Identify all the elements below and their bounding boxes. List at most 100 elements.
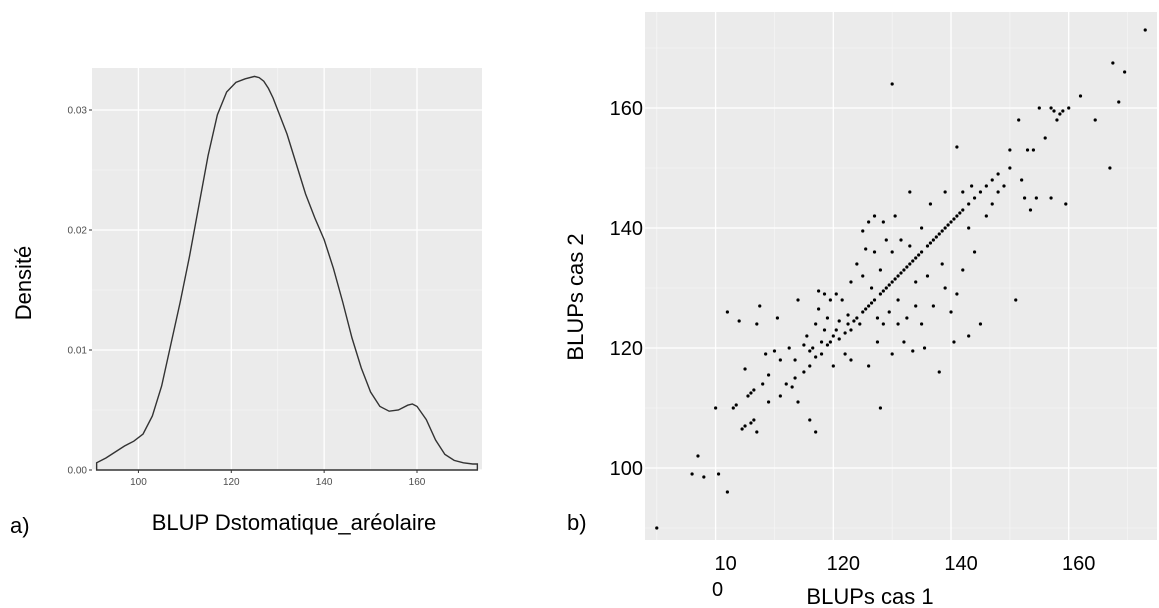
density-x-axis-title: BLUP Dstomatique_aréolaire	[152, 510, 437, 535]
scatter-point	[914, 304, 918, 308]
scatter-point	[925, 244, 930, 248]
scatter-point	[808, 349, 812, 353]
scatter-point	[890, 280, 894, 284]
scatter-point	[996, 190, 1000, 194]
scatter-point	[878, 406, 883, 410]
scatter-y-axis-title: BLUPs cas 2	[563, 233, 588, 360]
scatter-point	[1049, 196, 1053, 200]
scatter-x-tick-label: 0	[712, 579, 723, 601]
scatter-point	[931, 238, 935, 242]
scatter-point	[1078, 94, 1083, 98]
scatter-point	[834, 292, 838, 296]
scatter-x-axis-title: BLUPs cas 1	[806, 584, 933, 608]
scatter-point	[743, 424, 747, 428]
scatter-point	[1008, 166, 1012, 170]
scatter-point	[875, 316, 880, 320]
scatter-point	[919, 250, 924, 254]
scatter-point	[825, 316, 830, 320]
scatter-point	[875, 340, 880, 344]
scatter-point	[961, 190, 965, 194]
scatter-point	[714, 406, 718, 410]
scatter-point	[1058, 112, 1062, 116]
scatter-point	[961, 208, 965, 212]
density-x-tick-label: 140	[316, 477, 333, 488]
scatter-point	[696, 454, 700, 458]
scatter-point	[934, 235, 938, 239]
scatter-point	[1022, 196, 1027, 200]
density-x-tick-label: 100	[130, 477, 147, 488]
scatter-point	[884, 286, 888, 290]
scatter-point	[725, 490, 729, 494]
scatter-point	[864, 307, 868, 311]
scatter-point	[840, 298, 844, 302]
scatter-point	[893, 277, 897, 281]
scatter-point	[890, 352, 894, 356]
scatter-point	[967, 334, 971, 338]
scatter-point	[890, 250, 894, 254]
scatter-point	[761, 382, 765, 386]
scatter-point	[872, 250, 877, 254]
scatter-y-tick-label: 100	[610, 458, 643, 480]
scatter-x-tick-label: 10	[714, 553, 736, 575]
scatter-point	[755, 322, 759, 326]
scatter-point	[937, 232, 941, 236]
scatter-point	[884, 238, 888, 242]
scatter-point	[802, 343, 806, 347]
scatter-point	[702, 475, 706, 479]
scatter-point	[952, 340, 956, 344]
density-x-tick-label: 160	[409, 477, 426, 488]
scatter-point	[766, 400, 771, 404]
scatter-point	[822, 328, 827, 332]
scatter-point	[1067, 106, 1071, 110]
scatter-point	[928, 202, 933, 206]
scatter-point	[1020, 178, 1024, 182]
scatter-point	[872, 298, 877, 302]
scatter-point	[861, 229, 865, 233]
scatter-point	[908, 244, 912, 248]
density-x-tick-label: 120	[223, 477, 240, 488]
scatter-point	[1031, 148, 1036, 152]
scatter-point	[1049, 106, 1053, 110]
scatter-point	[834, 328, 838, 332]
scatter-point	[831, 364, 835, 368]
scatter-point	[855, 316, 859, 320]
scatter-point	[1117, 100, 1121, 104]
scatter-point	[896, 298, 900, 302]
scatter-point	[978, 322, 983, 326]
scatter-point	[766, 373, 771, 377]
scatter-point	[796, 298, 800, 302]
scatter-point	[914, 280, 918, 284]
density-y-tick-label: 0.03	[68, 106, 88, 117]
scatter-x-tick-label: 160	[1062, 553, 1095, 575]
scatter-point	[967, 226, 971, 230]
scatter-point	[949, 220, 953, 224]
scatter-point	[828, 340, 832, 344]
density-y-tick-label: 0.02	[68, 226, 88, 237]
density-y-tick-label: 0.00	[68, 466, 88, 477]
scatter-point	[817, 307, 821, 311]
scatter-point	[899, 238, 903, 242]
scatter-point	[972, 196, 977, 200]
scatter-x-tick-label: 140	[944, 553, 977, 575]
scatter-point	[655, 526, 659, 530]
scatter-point	[869, 301, 874, 305]
scatter-point	[937, 370, 941, 374]
scatter-points	[655, 28, 1147, 530]
scatter-point	[943, 286, 947, 290]
scatter-point	[758, 304, 762, 308]
scatter-point	[749, 391, 753, 395]
scatter-point	[811, 346, 815, 350]
scatter-point	[843, 331, 847, 335]
scatter-point	[846, 313, 850, 317]
scatter-point	[970, 184, 974, 188]
scatter-point	[731, 406, 735, 410]
scatter-point	[716, 472, 721, 476]
scatter-y-tick-label: 160	[610, 98, 643, 120]
scatter-point	[978, 190, 983, 194]
scatter-point	[1111, 61, 1115, 65]
scatter-point	[778, 358, 782, 362]
scatter-point	[869, 286, 874, 290]
scatter-point	[990, 202, 994, 206]
scatter-point	[1037, 106, 1041, 110]
